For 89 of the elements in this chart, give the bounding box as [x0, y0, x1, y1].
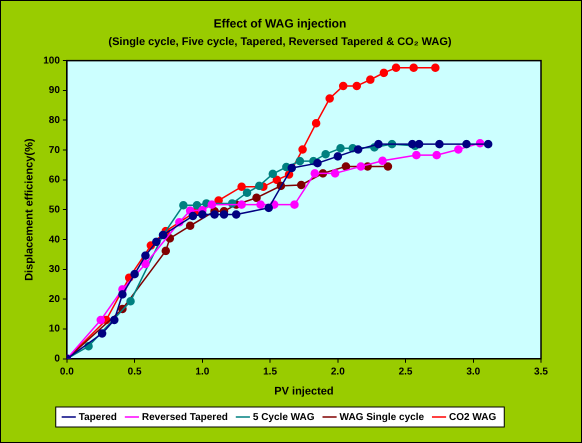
point [141, 260, 150, 268]
point [232, 210, 240, 219]
legend-label: WAG Single cycle [340, 412, 424, 423]
point [435, 140, 444, 148]
point [237, 200, 246, 209]
point [162, 246, 170, 256]
point [210, 210, 219, 219]
point [312, 118, 320, 128]
point [412, 150, 421, 160]
point [378, 156, 387, 166]
point [356, 162, 366, 171]
point [186, 222, 194, 230]
point [179, 200, 188, 210]
point [242, 188, 252, 197]
x-tick-label: 0.0 [60, 366, 74, 378]
point [408, 140, 417, 148]
point [432, 150, 441, 160]
point [298, 145, 307, 154]
point [374, 140, 383, 148]
point [288, 164, 296, 172]
point [313, 158, 322, 168]
x-axis-title: PV injected [274, 385, 334, 398]
x-tick-label: 3.0 [466, 366, 481, 378]
y-tick-label: 20 [48, 294, 60, 305]
x-tick-label: 3.5 [534, 366, 548, 378]
point [384, 162, 392, 171]
point [237, 182, 246, 191]
point [268, 170, 278, 178]
point [152, 238, 161, 246]
y-tick-label: 70 [48, 144, 60, 156]
point [342, 162, 350, 171]
point [354, 145, 362, 154]
x-tick-label: 1.0 [195, 366, 210, 378]
x-tick-label: 0.5 [128, 366, 142, 378]
point [98, 329, 106, 338]
y-tick-label: 40 [48, 234, 60, 246]
y-tick-label: 60 [48, 174, 60, 186]
point [462, 140, 471, 148]
point [334, 152, 342, 161]
point [409, 64, 418, 72]
y-tick-label: 90 [48, 85, 60, 96]
point [96, 316, 105, 324]
point [110, 316, 119, 324]
point [380, 68, 388, 78]
legend-label: Tapered [78, 412, 117, 423]
point [208, 200, 216, 209]
point [192, 200, 202, 210]
point [392, 64, 400, 72]
chart-title: Effect of WAG injection [214, 16, 346, 31]
x-tick-label: 1.5 [263, 366, 278, 378]
point [366, 75, 375, 84]
y-tick-label: 80 [48, 114, 60, 126]
y-tick-label: 100 [43, 55, 60, 66]
chart-subtitle: (Single cycle, Five cycle, Tapered, Reversed Tapered & CO₂ WAG) [108, 36, 452, 48]
point [141, 251, 150, 260]
point [296, 180, 306, 190]
point [130, 270, 139, 278]
point [454, 145, 463, 154]
point [296, 156, 304, 166]
point [252, 194, 261, 202]
point [118, 290, 127, 299]
legend-label: 5 Cycle WAG [252, 412, 315, 423]
legend-label: CO2 WAG [449, 412, 496, 423]
point [336, 144, 345, 153]
point [338, 82, 348, 90]
point [198, 210, 207, 219]
point [325, 94, 334, 103]
point [321, 150, 330, 158]
point [484, 140, 492, 148]
point [431, 64, 440, 72]
point [220, 210, 228, 219]
point [352, 82, 362, 90]
point [126, 297, 135, 306]
point [264, 204, 273, 212]
legend-label: Reversed Tapered [142, 412, 228, 423]
point [330, 169, 340, 178]
y-tick-label: 30 [48, 264, 60, 276]
y-tick-label: 0 [54, 354, 60, 365]
y-tick-label: 10 [48, 324, 60, 335]
y-tick-label: 50 [48, 204, 60, 216]
point [310, 169, 320, 178]
y-axis-title: Displacement efficiency(%) [24, 138, 36, 281]
point [256, 200, 265, 209]
x-tick-label: 2.5 [398, 366, 413, 378]
point [414, 140, 424, 148]
point [290, 200, 299, 209]
point [188, 212, 198, 220]
x-tick-label: 2.0 [330, 366, 346, 378]
point [254, 182, 264, 190]
